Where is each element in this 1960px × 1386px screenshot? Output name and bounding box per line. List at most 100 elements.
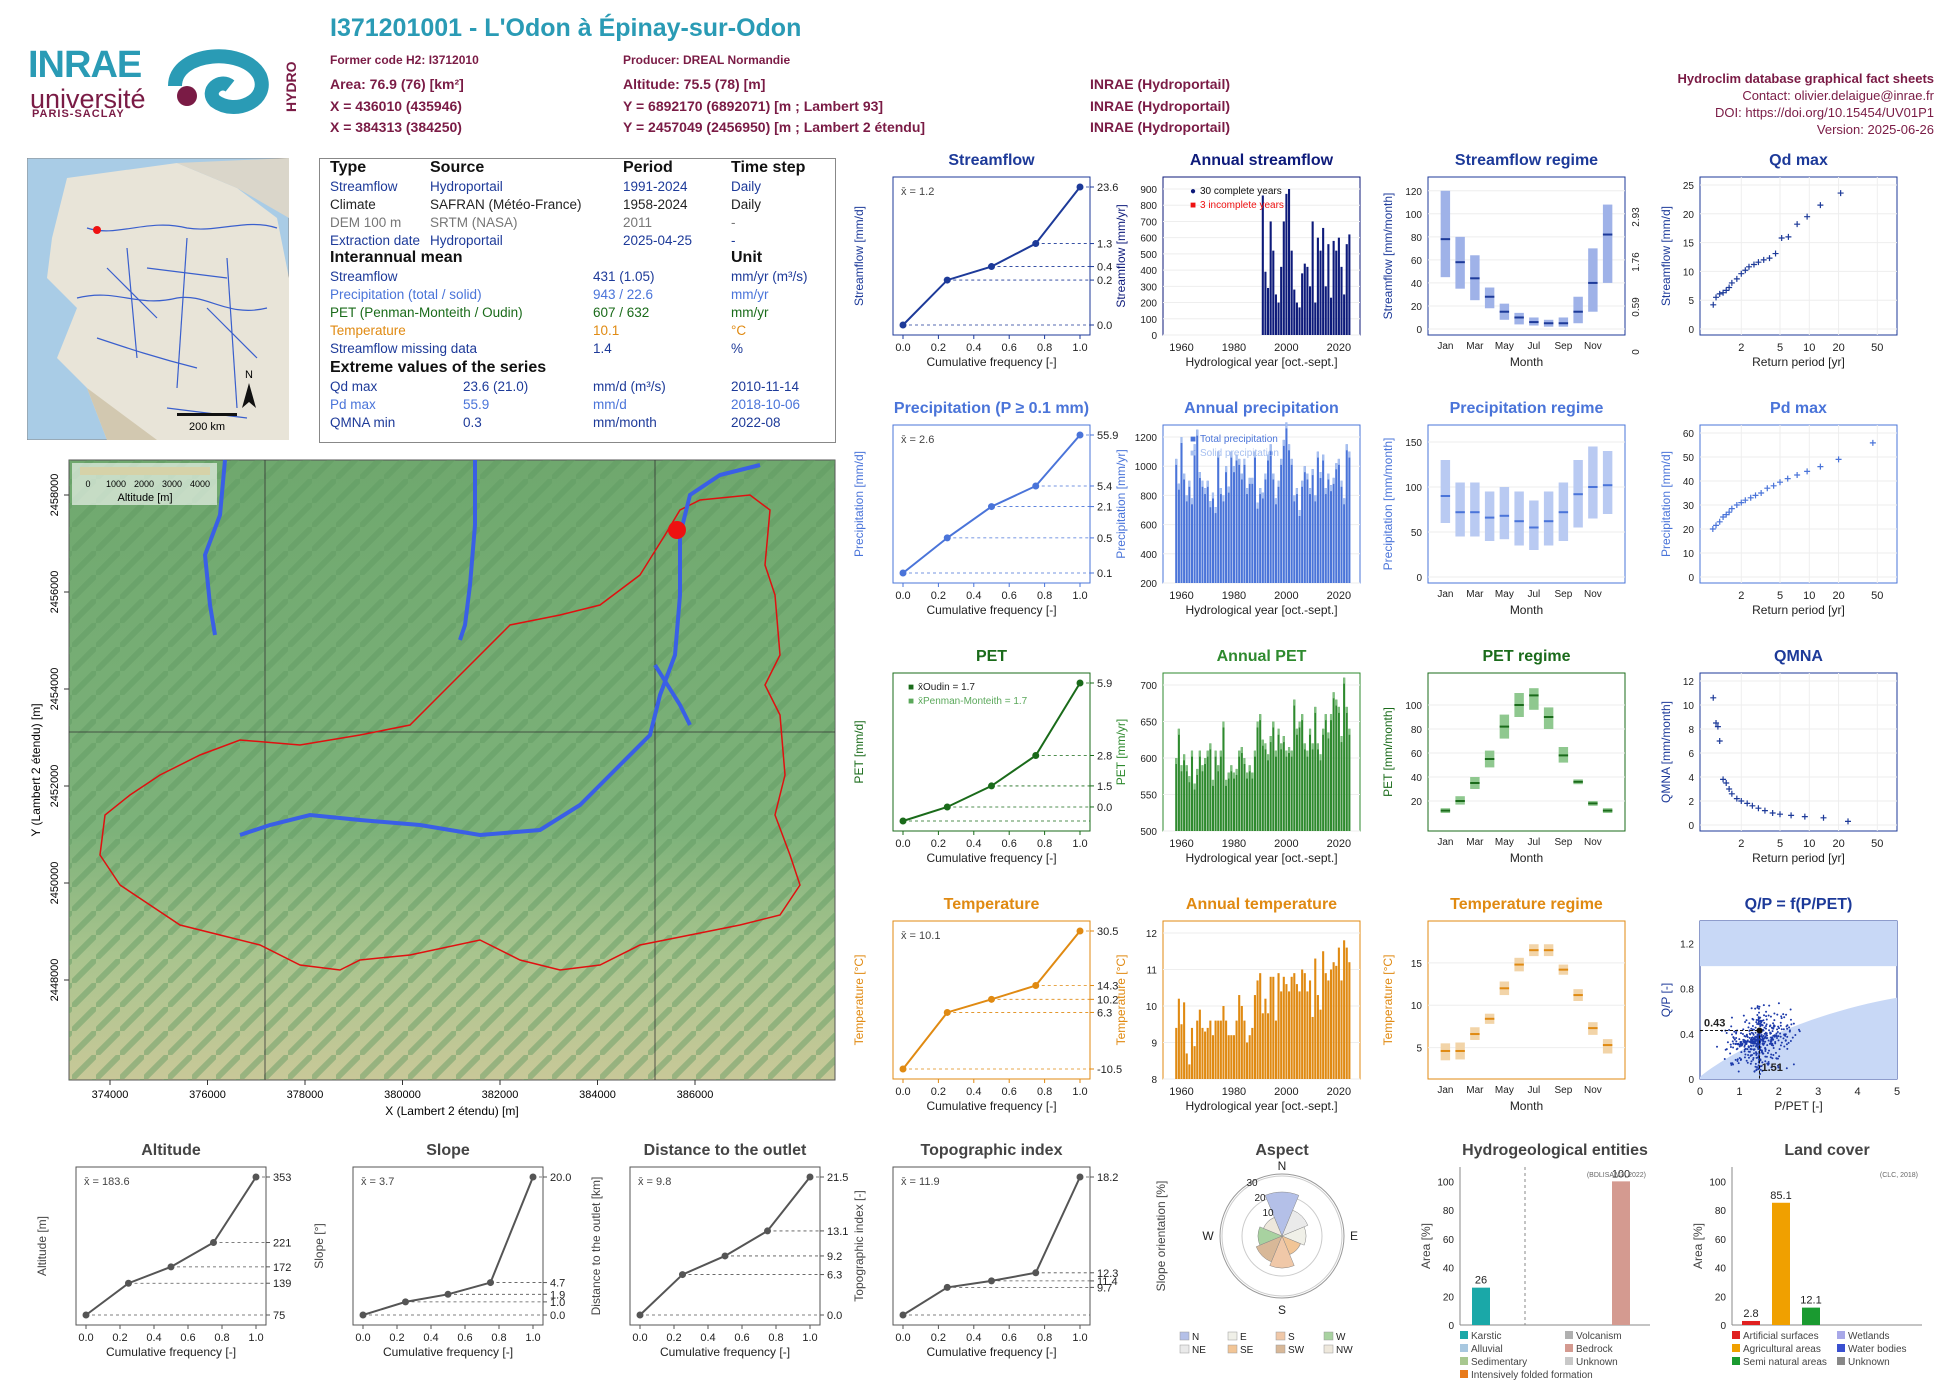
year-bar (1287, 747, 1291, 831)
year-bar (1337, 947, 1340, 1079)
qp-point (1751, 1053, 1754, 1056)
qp-point (1783, 1033, 1786, 1036)
qp-point (1755, 1052, 1758, 1055)
panel-title: Q/P = f(P/PET) (1745, 896, 1853, 913)
legend-square: ■ (1190, 434, 1196, 445)
y-tick-label: 0 (1688, 573, 1694, 584)
year-bar-cap (1227, 772, 1230, 779)
info-period: 1958-2024 (623, 197, 688, 212)
qp-point (1755, 1044, 1758, 1047)
qp-point (1735, 1040, 1738, 1043)
year-bar (1235, 1020, 1238, 1079)
altitude-header: Altitude: 75.5 (78) [m] (623, 76, 766, 92)
year-bar (1198, 750, 1201, 831)
x-tick-label: 2000 (1274, 590, 1298, 602)
year-bar-cap (1253, 451, 1256, 458)
plot-frame (1162, 672, 1361, 832)
qp-point (1745, 1019, 1748, 1022)
return-point (1788, 812, 1795, 819)
legend-swatch (1732, 1357, 1740, 1365)
qp-point (1770, 1053, 1773, 1056)
qp-point (1779, 1021, 1782, 1024)
extreme-header: Extreme values of the series (330, 359, 547, 376)
year-bar-cap (1303, 743, 1306, 750)
year-bar-cap (1175, 758, 1178, 764)
year-bar-cap (1332, 692, 1335, 699)
x-tick-label: 20 (1832, 838, 1844, 850)
return-point (1733, 275, 1740, 282)
y-tick-label: 650 (1140, 718, 1157, 729)
extreme-date: 2010-11-14 (731, 379, 800, 394)
legend-swatch (1837, 1331, 1845, 1339)
year-bar (1206, 750, 1209, 831)
year-bar (1219, 750, 1222, 831)
year-bar-cap (1206, 480, 1209, 487)
year-bar (1251, 772, 1254, 831)
db-info: Hydroclim database graphical fact sheets… (1678, 70, 1934, 138)
qp-point (1745, 1059, 1748, 1062)
aspect-legend-swatch (1275, 1331, 1286, 1341)
year-bar (1267, 1013, 1270, 1079)
x-axis-label: Cumulative frequency [-] (926, 851, 1056, 865)
return-point (1778, 234, 1785, 241)
year-bar (1201, 1027, 1204, 1079)
qp-point (1747, 1026, 1750, 1029)
year-bar-cap (1209, 501, 1212, 508)
year-bar (1308, 980, 1312, 1079)
plot-frame (1699, 176, 1898, 336)
catchment-map: Altitude [m] 0 1000 2000 3000 4000 374000 376… (29, 459, 836, 1118)
aspect-legend-swatch (1227, 1331, 1238, 1341)
x-axis-label: Cumulative frequency [-] (926, 355, 1056, 369)
rose-label-w: W (1202, 1229, 1214, 1243)
return-point (1837, 190, 1844, 197)
year-bar (1214, 1020, 1217, 1079)
year-bar (1196, 429, 1199, 583)
return-point (1755, 259, 1762, 266)
x-tick-label: 1980 (1222, 838, 1246, 850)
year-bar (1285, 193, 1288, 335)
year-bar (1185, 1053, 1188, 1079)
y-tick-label: 10 (1411, 1001, 1423, 1012)
month-range (1440, 190, 1451, 278)
return-point (1710, 694, 1717, 701)
x-tick-label: 1980 (1222, 342, 1246, 354)
return-point (1710, 301, 1717, 308)
year-bar (1198, 1009, 1201, 1079)
x-axis-label: Hydrological year [oct.-sept.] (1185, 603, 1337, 617)
year-bar (1232, 772, 1236, 831)
qp-point (1738, 1056, 1741, 1059)
x-axis-label: Month (1510, 851, 1543, 865)
year-bar (1293, 973, 1296, 1079)
x-tick-label: 0.4 (423, 1332, 438, 1344)
year-bar (1232, 1035, 1236, 1079)
year-bar (1269, 221, 1272, 335)
qp-point (1785, 1043, 1788, 1046)
qp-point (1744, 1035, 1747, 1038)
area-bar (1772, 1202, 1790, 1325)
x-tick-label: 0.6 (457, 1332, 472, 1344)
year-bar (1329, 485, 1333, 583)
return-point (1738, 798, 1745, 804)
mean-unit: mm/yr (m³/s) (731, 269, 808, 284)
x-tick-label: 50 (1871, 590, 1883, 602)
map-xtick-label: 384000 (579, 1089, 616, 1101)
year-bar (1209, 1020, 1212, 1079)
year-bar (1295, 488, 1298, 583)
year-bar-cap (1335, 463, 1338, 470)
x-tick-label: 1.0 (802, 1332, 817, 1344)
qp-point (1776, 1013, 1779, 1016)
map-xtick-label: 378000 (287, 1089, 324, 1101)
qp-point (1743, 1041, 1746, 1044)
right-tick-label: 0.59 (1631, 297, 1642, 317)
qp-point (1782, 1028, 1785, 1031)
qp-point (1776, 1030, 1779, 1033)
qp-point (1766, 1037, 1769, 1040)
y-tick-label: 0 (1688, 1075, 1694, 1086)
qp-point (1758, 1043, 1761, 1046)
year-bar (1230, 451, 1233, 583)
qp-point (1759, 1016, 1762, 1019)
y-axis-label: Streamflow [mm/d] (1659, 206, 1673, 306)
year-bar (1261, 1013, 1264, 1079)
y-axis-label: Distance to the outlet [km] (589, 1177, 603, 1316)
